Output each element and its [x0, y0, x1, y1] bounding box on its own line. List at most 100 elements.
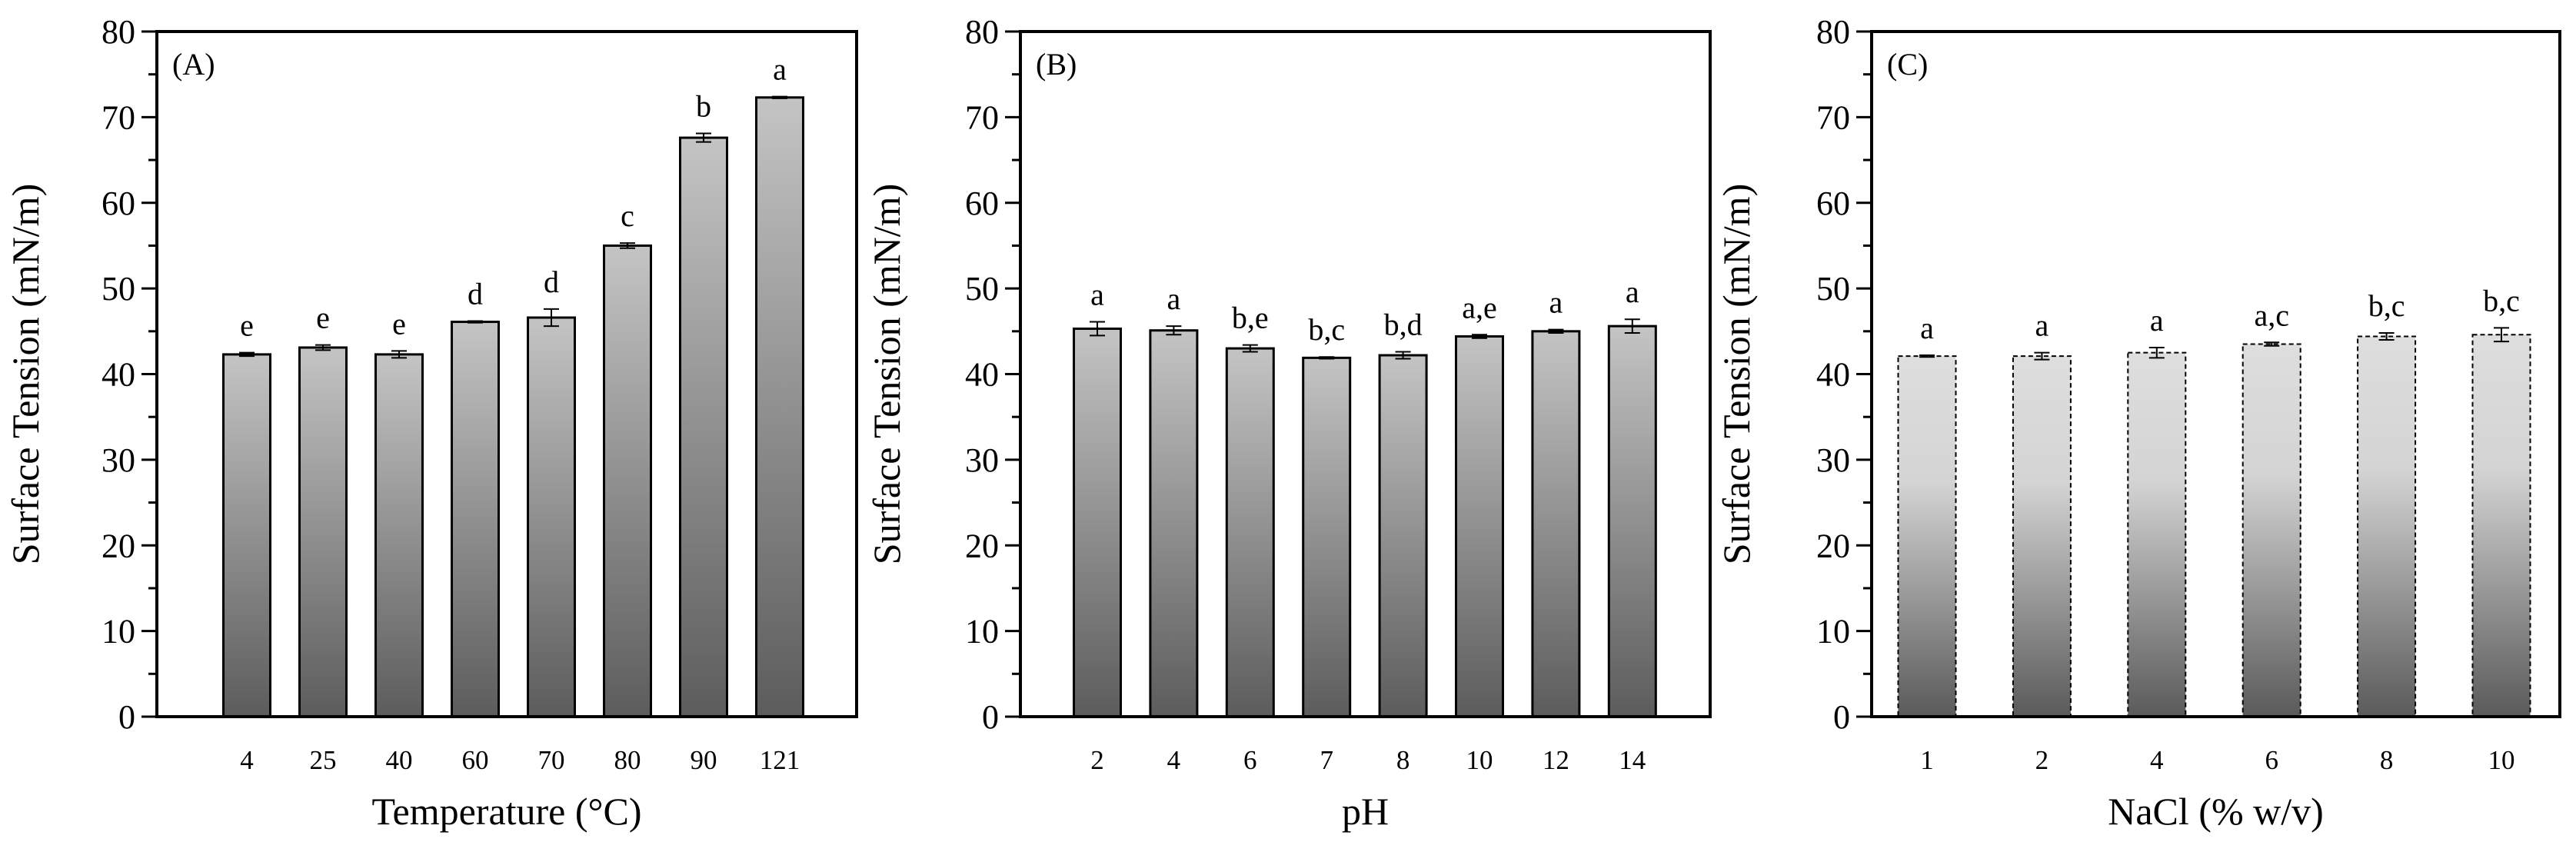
- significance-letter: a: [2035, 308, 2049, 343]
- x-tick-label: 10: [2488, 745, 2515, 775]
- bar: [2471, 334, 2531, 717]
- y-tick-label: 60: [965, 185, 999, 222]
- y-tick-label: 30: [1816, 441, 1850, 479]
- y-tick-label: 20: [1816, 527, 1850, 564]
- x-tick-label: 7: [1320, 745, 1333, 775]
- y-tick-label: 40: [965, 356, 999, 394]
- x-tick-label: 2: [2035, 745, 2049, 775]
- significance-letter: c: [621, 198, 634, 233]
- x-tick-label: 2: [1090, 745, 1104, 775]
- y-axis-title: Surface Tension (mN/m): [4, 184, 47, 564]
- y-tick-label: 60: [1816, 185, 1850, 222]
- significance-letter: b,c: [2483, 283, 2520, 318]
- x-tick-label: 121: [760, 745, 800, 775]
- y-tick-label: 0: [118, 698, 135, 736]
- x-axis-title: Temperature (°C): [371, 790, 641, 833]
- bar: [1225, 347, 1275, 718]
- x-axis-title: pH: [1342, 790, 1389, 833]
- x-tick-label: 60: [462, 745, 489, 775]
- x-tick-label: 40: [386, 745, 413, 775]
- significance-letter: a: [773, 52, 787, 87]
- panel-label: (C): [1887, 47, 1928, 82]
- significance-letter: a: [2150, 303, 2164, 338]
- y-tick-label: 80: [1816, 13, 1850, 51]
- x-tick-label: 8: [1396, 745, 1410, 775]
- y-tick-label: 80: [102, 13, 135, 51]
- bar: [1073, 327, 1122, 718]
- significance-letter: a: [1626, 275, 1639, 309]
- bar: [298, 346, 348, 718]
- significance-letter: d: [544, 265, 559, 299]
- x-tick-label: 8: [2380, 745, 2394, 775]
- significance-letter: a: [1090, 278, 1104, 312]
- y-tick-label: 30: [102, 441, 135, 479]
- bar: [527, 316, 576, 718]
- significance-letter: e: [392, 306, 406, 341]
- y-tick-label: 20: [102, 527, 135, 564]
- bar: [755, 96, 804, 718]
- y-tick-label: 10: [965, 613, 999, 651]
- bar: [603, 244, 652, 718]
- significance-letter: a: [1167, 281, 1181, 316]
- bar: [1607, 324, 1657, 718]
- plot-frame: [155, 30, 858, 718]
- bar: [1531, 330, 1581, 718]
- x-tick-label: 4: [1167, 745, 1181, 775]
- significance-letter: b,c: [1308, 312, 1345, 347]
- x-tick-label: 4: [240, 745, 254, 775]
- bar: [1378, 354, 1428, 718]
- y-tick-label: 30: [965, 441, 999, 479]
- bar: [1302, 356, 1352, 718]
- x-axis-title: NaCl (% w/v): [2108, 790, 2324, 833]
- x-tick-label: 14: [1619, 745, 1646, 775]
- bar: [1455, 334, 1504, 718]
- y-tick-label: 80: [965, 13, 999, 51]
- y-tick-label: 40: [1816, 356, 1850, 394]
- x-tick-label: 6: [2265, 745, 2278, 775]
- y-tick-label: 0: [982, 698, 999, 736]
- x-tick-label: 10: [1466, 745, 1493, 775]
- bar: [2127, 351, 2187, 717]
- bar: [2242, 343, 2301, 717]
- x-tick-label: 25: [310, 745, 337, 775]
- significance-letter: b,c: [2368, 288, 2405, 323]
- x-tick-label: 90: [691, 745, 717, 775]
- y-tick-label: 10: [1816, 613, 1850, 651]
- panel-label: (B): [1036, 47, 1077, 82]
- x-tick-label: 70: [538, 745, 565, 775]
- significance-letter: e: [240, 308, 254, 343]
- significance-letter: a,e: [1462, 290, 1497, 324]
- bar: [1897, 355, 1957, 717]
- plot-frame: [1870, 30, 2561, 718]
- significance-letter: d: [468, 276, 483, 311]
- significance-letter: b,d: [1384, 308, 1423, 342]
- y-tick-label: 50: [965, 270, 999, 308]
- x-tick-label: 4: [2150, 745, 2164, 775]
- y-tick-label: 70: [102, 98, 135, 136]
- bar: [451, 321, 500, 718]
- y-tick-label: 50: [1816, 270, 1850, 308]
- bar: [679, 136, 728, 718]
- y-tick-label: 60: [102, 185, 135, 222]
- x-tick-label: 1: [1920, 745, 1934, 775]
- x-tick-label: 6: [1243, 745, 1257, 775]
- y-tick-label: 0: [1833, 698, 1850, 736]
- y-tick-label: 70: [1816, 98, 1850, 136]
- y-tick-label: 70: [965, 98, 999, 136]
- y-tick-label: 40: [102, 356, 135, 394]
- significance-letter: a: [1920, 311, 1934, 345]
- bar: [222, 353, 271, 718]
- bar: [374, 353, 424, 718]
- plot-frame: [1019, 30, 1712, 718]
- x-tick-label: 12: [1543, 745, 1569, 775]
- bar: [1149, 329, 1199, 718]
- y-tick-label: 50: [102, 270, 135, 308]
- significance-letter: a: [1549, 285, 1563, 320]
- significance-letter: b,e: [1232, 301, 1269, 335]
- y-tick-label: 10: [102, 613, 135, 651]
- y-tick-label: 20: [965, 527, 999, 564]
- panel-label: (A): [172, 47, 215, 82]
- significance-letter: b: [696, 89, 711, 124]
- significance-letter: a,c: [2254, 298, 2289, 332]
